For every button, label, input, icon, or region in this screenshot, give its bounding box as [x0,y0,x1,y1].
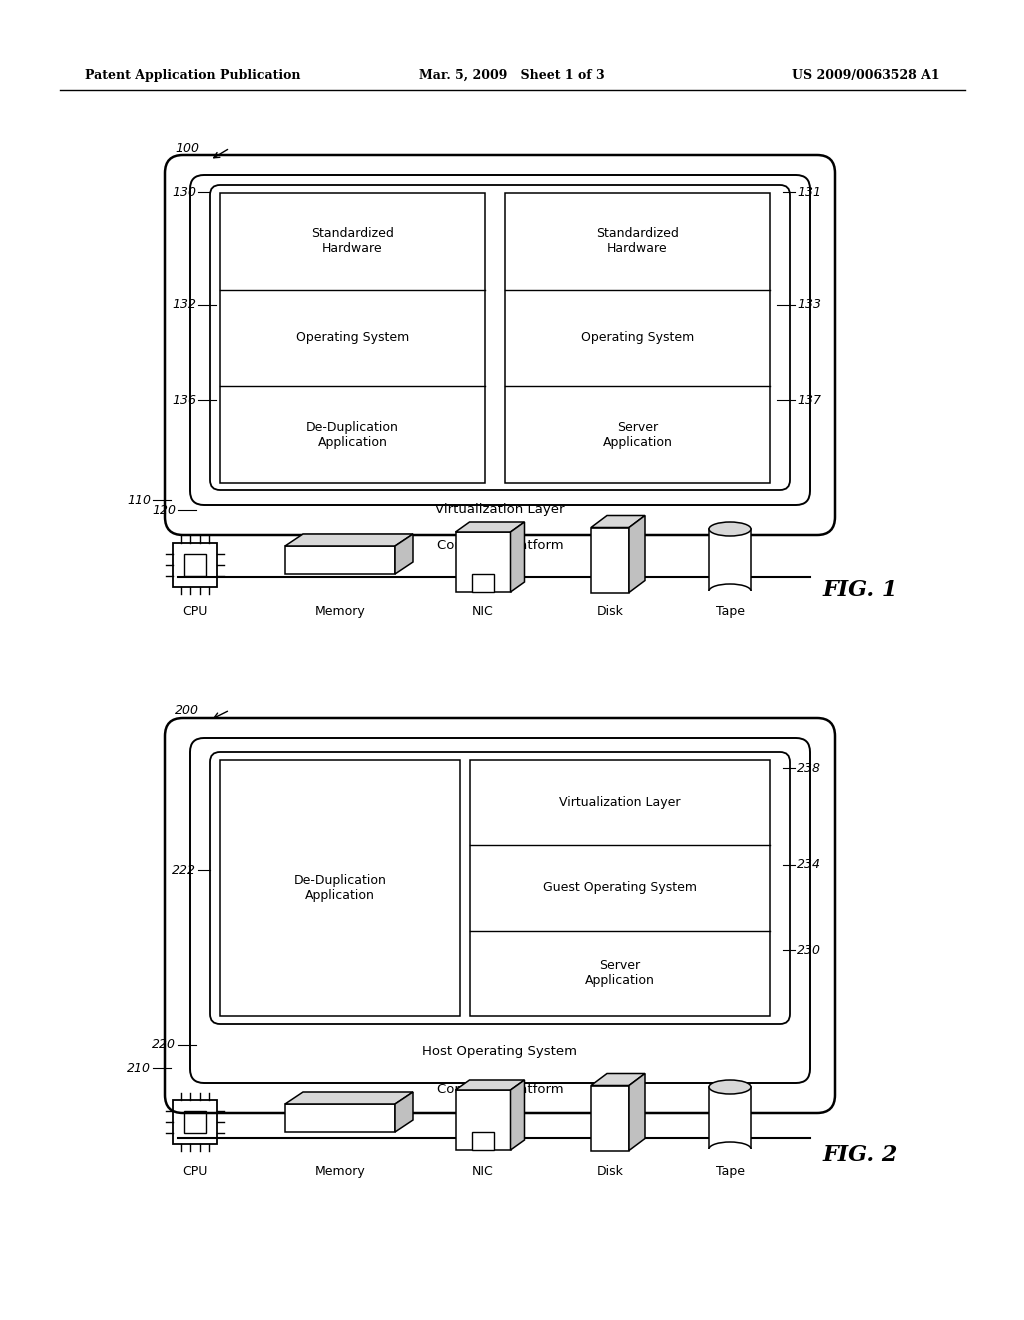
Text: Server
Application: Server Application [602,421,673,449]
Polygon shape [285,1104,395,1133]
Polygon shape [707,1148,753,1158]
Text: 200: 200 [175,704,199,717]
Polygon shape [629,516,645,593]
Polygon shape [456,1090,511,1150]
Text: 110: 110 [127,494,151,507]
Polygon shape [472,1133,494,1150]
Text: CPU: CPU [182,605,208,618]
Bar [220,760,460,1016]
Text: 222: 222 [172,863,196,876]
Polygon shape [456,532,511,591]
Text: Memory: Memory [314,1166,366,1177]
Polygon shape [709,1086,751,1148]
Ellipse shape [709,583,751,598]
Text: Guest Operating System: Guest Operating System [543,882,697,895]
Polygon shape [591,516,645,528]
Text: 210: 210 [127,1061,151,1074]
Text: De-Duplication
Application: De-Duplication Application [306,421,399,449]
Text: Disk: Disk [597,1166,624,1177]
Polygon shape [456,1080,524,1090]
Polygon shape [395,535,413,574]
Bar [173,543,217,587]
Bar [184,554,206,576]
Text: Standardized
Hardware: Standardized Hardware [596,227,679,255]
Text: Host Operating System: Host Operating System [423,1045,578,1059]
Polygon shape [591,1085,629,1151]
Polygon shape [511,1080,524,1150]
Polygon shape [285,546,395,574]
Bar [173,1100,217,1144]
Polygon shape [472,574,494,591]
Text: Server
Application: Server Application [585,960,655,987]
Text: Tape: Tape [716,605,744,618]
Text: 220: 220 [152,1039,176,1052]
Text: 100: 100 [175,141,199,154]
Text: 238: 238 [797,762,821,775]
Text: FIG. 1: FIG. 1 [822,579,898,601]
Text: Standardized
Hardware: Standardized Hardware [311,227,394,255]
Polygon shape [629,1073,645,1151]
Polygon shape [285,535,413,546]
Text: Computer Platform: Computer Platform [436,539,563,552]
Polygon shape [456,521,524,532]
Text: 136: 136 [172,393,196,407]
Text: Disk: Disk [597,605,624,618]
Text: 137: 137 [797,393,821,407]
Bar [184,1111,206,1133]
Bar [220,193,485,483]
Text: Memory: Memory [314,605,366,618]
Bar [505,193,770,483]
Text: Mar. 5, 2009   Sheet 1 of 3: Mar. 5, 2009 Sheet 1 of 3 [419,69,605,82]
Text: CPU: CPU [182,1166,208,1177]
Text: Tape: Tape [716,1166,744,1177]
Polygon shape [707,591,753,599]
Polygon shape [591,528,629,593]
Text: NIC: NIC [472,605,494,618]
Polygon shape [395,1092,413,1133]
Text: NIC: NIC [472,1166,494,1177]
Polygon shape [591,1073,645,1085]
Polygon shape [709,529,751,591]
Text: 131: 131 [797,186,821,198]
Text: Operating System: Operating System [581,331,694,345]
Text: 230: 230 [797,944,821,957]
Text: 234: 234 [797,858,821,871]
Bar [470,760,770,1016]
Polygon shape [285,1092,413,1104]
Text: Computer Platform: Computer Platform [436,1084,563,1097]
Ellipse shape [709,1142,751,1156]
Text: Virtualization Layer: Virtualization Layer [559,796,681,809]
Text: Patent Application Publication: Patent Application Publication [85,69,300,82]
Text: Operating System: Operating System [296,331,410,345]
Text: Virtualization Layer: Virtualization Layer [435,503,565,516]
Text: De-Duplication
Application: De-Duplication Application [294,874,386,902]
Ellipse shape [709,521,751,536]
Ellipse shape [709,1080,751,1094]
Text: US 2009/0063528 A1: US 2009/0063528 A1 [793,69,940,82]
Text: 120: 120 [152,503,176,516]
Text: 133: 133 [797,298,821,312]
Text: 130: 130 [172,186,196,198]
Polygon shape [511,521,524,591]
Text: 132: 132 [172,298,196,312]
Text: FIG. 2: FIG. 2 [822,1144,898,1166]
